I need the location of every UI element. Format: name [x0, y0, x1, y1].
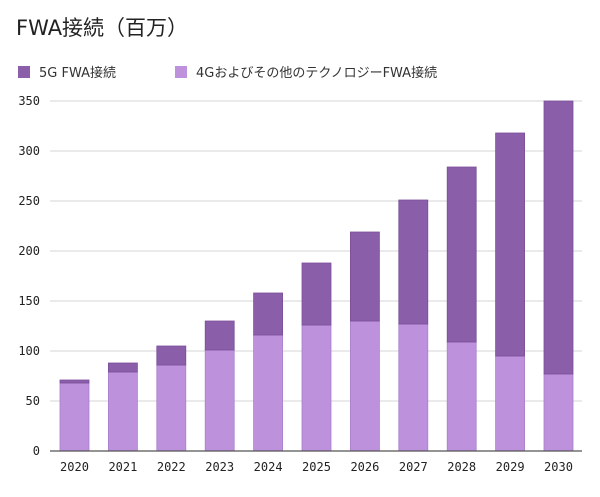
x-tick-label: 2022 [157, 460, 186, 474]
legend-swatch [175, 65, 187, 78]
bar-segment-4g [446, 341, 477, 452]
bar-segment-5g [253, 292, 284, 336]
y-tick-label: 300 [18, 144, 40, 158]
bar-segment-4g [108, 371, 138, 452]
bar-segment-5g [156, 345, 187, 366]
y-tick-label: 50 [26, 394, 40, 408]
bar-segment-4g [301, 324, 332, 452]
bar-segment-5g [446, 166, 477, 343]
x-tick-label: 2025 [302, 460, 331, 474]
x-tick-label: 2027 [399, 460, 428, 474]
y-tick-label: 350 [18, 94, 40, 108]
y-tick-label: 200 [18, 244, 40, 258]
y-tick-label: 150 [18, 294, 40, 308]
bar-segment-4g [495, 355, 526, 452]
chart-title: FWA接続（百万） [16, 16, 189, 40]
x-tick-label: 2030 [544, 460, 573, 474]
x-tick-label: 2024 [254, 460, 283, 474]
x-tick-label: 2028 [447, 460, 476, 474]
legend-item-4g: 4Gおよびその他のテクノロジーFWA接続 [175, 62, 437, 81]
legend-label: 5G FWA接続 [39, 66, 116, 81]
bar-segment-5g [349, 231, 380, 322]
bar-segment-4g [349, 320, 380, 452]
bar-segment-5g [108, 362, 138, 373]
bar-segment-4g [398, 323, 429, 452]
x-tick-label: 2023 [205, 460, 234, 474]
x-tick-label: 2026 [350, 460, 379, 474]
bar-segment-4g [204, 349, 235, 452]
y-tick-label: 0 [33, 444, 40, 458]
legend-item-5g: 5G FWA接続 [18, 62, 116, 81]
bar-segment-5g [495, 132, 526, 357]
bar-segment-4g [59, 382, 90, 452]
bar-segment-5g [204, 320, 235, 351]
bar-segment-5g [543, 100, 574, 375]
x-tick-label: 2029 [496, 460, 525, 474]
x-tick-label: 2021 [108, 460, 137, 474]
y-tick-label: 250 [18, 194, 40, 208]
bar-segment-4g [253, 334, 284, 452]
legend-label: 4Gおよびその他のテクノロジーFWA接続 [196, 66, 438, 81]
x-tick-label: 2020 [60, 460, 89, 474]
bar-segment-5g [398, 199, 429, 325]
bar-segment-5g [301, 262, 332, 326]
y-tick-label: 100 [18, 344, 40, 358]
bar-segment-5g [59, 379, 90, 384]
bar-segment-4g [543, 373, 574, 452]
bar-segment-4g [156, 364, 187, 452]
legend-swatch [18, 65, 30, 78]
